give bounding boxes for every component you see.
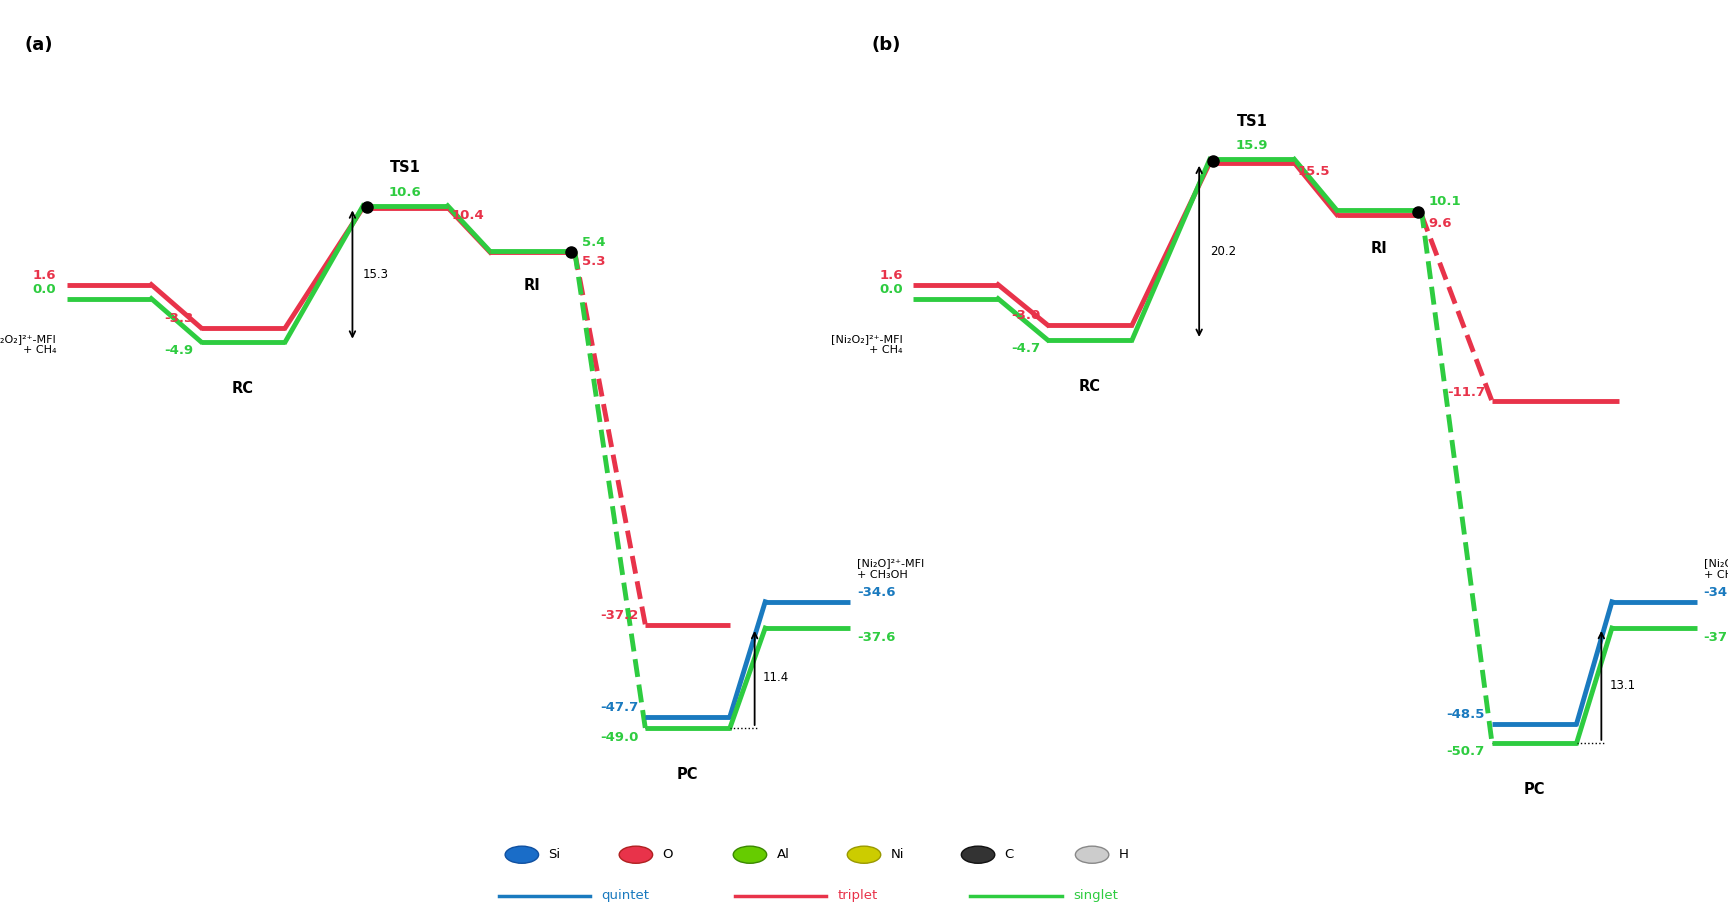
Text: 10.4: 10.4 bbox=[451, 210, 484, 222]
Text: H: H bbox=[1118, 848, 1128, 861]
Text: (b): (b) bbox=[871, 36, 900, 54]
Text: RC: RC bbox=[1078, 379, 1101, 394]
Text: 15.5: 15.5 bbox=[1298, 165, 1331, 178]
Text: 1.6: 1.6 bbox=[33, 269, 55, 282]
Text: O: O bbox=[662, 848, 672, 861]
Text: [Ni₂O]²⁺-MFI
+ CH₃OH: [Ni₂O]²⁺-MFI + CH₃OH bbox=[857, 558, 924, 580]
Circle shape bbox=[505, 846, 539, 863]
Text: -34.6: -34.6 bbox=[1704, 587, 1728, 599]
Text: 5.4: 5.4 bbox=[582, 236, 605, 249]
Text: 9.6: 9.6 bbox=[1429, 217, 1452, 231]
Text: (a): (a) bbox=[24, 36, 54, 54]
Text: 10.1: 10.1 bbox=[1429, 195, 1462, 208]
Text: -11.7: -11.7 bbox=[1446, 385, 1484, 399]
Text: quintet: quintet bbox=[601, 889, 650, 902]
Text: [Ni₂O]²⁺-MFI
+ CH₃OH: [Ni₂O]²⁺-MFI + CH₃OH bbox=[1704, 558, 1728, 580]
Circle shape bbox=[733, 846, 767, 863]
Text: -47.7: -47.7 bbox=[600, 701, 638, 714]
Text: TS1: TS1 bbox=[1237, 113, 1268, 129]
Text: PC: PC bbox=[677, 768, 698, 782]
Text: -48.5: -48.5 bbox=[1446, 708, 1484, 721]
Text: PC: PC bbox=[1524, 782, 1545, 797]
Text: [Ni₂O₂]²⁺-MFI
+ CH₄: [Ni₂O₂]²⁺-MFI + CH₄ bbox=[0, 334, 55, 355]
Text: -3.0: -3.0 bbox=[1011, 309, 1040, 322]
Text: -34.6: -34.6 bbox=[857, 587, 895, 599]
Text: 0.0: 0.0 bbox=[33, 283, 55, 296]
Text: -49.0: -49.0 bbox=[600, 730, 638, 744]
Text: RI: RI bbox=[524, 278, 541, 294]
Text: triplet: triplet bbox=[838, 889, 878, 902]
Text: 15.9: 15.9 bbox=[1236, 139, 1268, 152]
Text: RI: RI bbox=[1370, 241, 1388, 256]
Text: 1.6: 1.6 bbox=[880, 269, 902, 282]
Text: Ni: Ni bbox=[890, 848, 904, 861]
Circle shape bbox=[1075, 846, 1109, 863]
Text: C: C bbox=[1004, 848, 1014, 861]
Text: 20.2: 20.2 bbox=[1210, 245, 1236, 258]
Text: singlet: singlet bbox=[1073, 889, 1118, 902]
Text: 0.0: 0.0 bbox=[880, 283, 902, 296]
Text: 5.3: 5.3 bbox=[582, 255, 605, 268]
Text: TS1: TS1 bbox=[391, 160, 422, 175]
Circle shape bbox=[847, 846, 881, 863]
Text: -37.2: -37.2 bbox=[600, 608, 638, 622]
Circle shape bbox=[619, 846, 653, 863]
Text: 10.6: 10.6 bbox=[389, 186, 422, 199]
Text: -4.9: -4.9 bbox=[164, 344, 194, 357]
Text: -3.3: -3.3 bbox=[164, 312, 194, 325]
Text: -50.7: -50.7 bbox=[1446, 746, 1484, 759]
Text: [Ni₂O₂]²⁺-MFI
+ CH₄: [Ni₂O₂]²⁺-MFI + CH₄ bbox=[831, 334, 902, 355]
Text: Si: Si bbox=[548, 848, 560, 861]
Text: -37.6: -37.6 bbox=[1704, 630, 1728, 643]
Text: 13.1: 13.1 bbox=[1610, 679, 1636, 692]
Text: -37.6: -37.6 bbox=[857, 630, 895, 643]
Text: -4.7: -4.7 bbox=[1011, 342, 1040, 355]
Text: Al: Al bbox=[776, 848, 790, 861]
Text: RC: RC bbox=[232, 381, 254, 396]
Text: 11.4: 11.4 bbox=[764, 672, 790, 684]
Circle shape bbox=[961, 846, 995, 863]
Text: 15.3: 15.3 bbox=[363, 268, 389, 281]
